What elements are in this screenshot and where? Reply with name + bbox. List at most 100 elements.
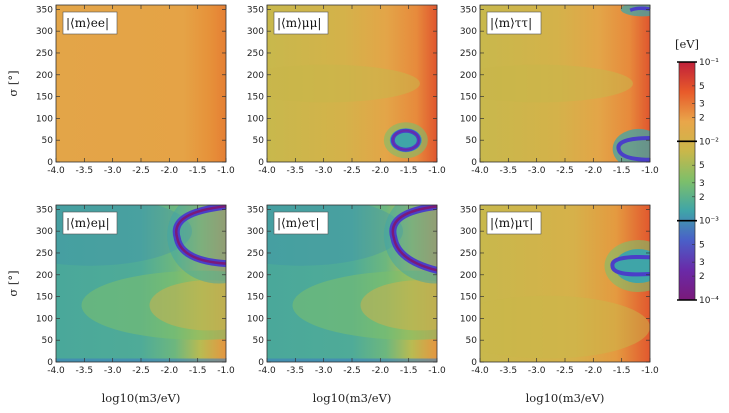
y-tick-label: 300	[247, 227, 264, 237]
x-tick-label: -3.5	[500, 166, 518, 176]
x-tick-label: -4.0	[258, 366, 276, 376]
panel-label-box	[486, 11, 542, 35]
x-tick-label: -2.0	[585, 166, 603, 176]
panel-label-box	[486, 211, 542, 235]
x-tick-label: -3.0	[528, 366, 546, 376]
y-tick-label: 350	[247, 5, 264, 15]
panel-5: -4.0 -3.5 -3.0 -2.5 -2.0 -1.5 -1.0 0 50 100 150 200…	[247, 204, 446, 376]
x-tick-label: -4.0	[258, 166, 276, 176]
y-tick-label: 100	[247, 314, 264, 324]
minimum-contour	[610, 254, 650, 277]
x-tick-label: -2.5	[343, 166, 361, 176]
y-tick-label: 150	[247, 293, 264, 303]
y-tick-label: 350	[460, 5, 477, 15]
y-tick-label: 200	[460, 271, 477, 281]
x-tick-label: -1.0	[217, 166, 235, 176]
x-tick-label: -1.0	[428, 366, 446, 376]
colorbar-minor-tick: 2	[699, 113, 705, 123]
panel-label-box	[273, 11, 329, 35]
panel-2: -4.0 -3.5 -3.0 -2.5 -2.0 -1.5 -1.0 0 50 100 150 200…	[247, 4, 446, 176]
y-tick-label: 50	[42, 136, 54, 146]
x-tick-label: -1.5	[189, 166, 207, 176]
y-tick-label: 50	[42, 336, 54, 346]
x-tick-label: -1.0	[641, 166, 659, 176]
y-tick-label: 150	[36, 93, 53, 103]
y-tick-label: 100	[36, 114, 53, 124]
y-tick-label: 100	[36, 314, 53, 324]
colorbar-minor-tick: 3	[699, 179, 705, 189]
panel-label-box	[62, 211, 118, 235]
x-tick-label: -2.0	[372, 366, 390, 376]
y-tick-label: 200	[36, 271, 53, 281]
x-axis-label: log10(m3/eV)	[102, 391, 181, 405]
x-tick-label: -1.5	[613, 366, 631, 376]
colorbar: [eV]10⁻¹ 10⁻² 10⁻³ 10⁻⁴ 5 3 2 5 3 2 5 3 2	[675, 37, 719, 306]
y-tick-label: 200	[247, 271, 264, 281]
colorbar-major-tick: 10⁻²	[699, 137, 719, 147]
y-tick-label: 0	[258, 158, 264, 168]
y-tick-label: 100	[460, 314, 477, 324]
y-tick-label: 300	[36, 227, 53, 237]
x-axis-label: log10(m3/eV)	[313, 391, 392, 405]
x-tick-label: -2.0	[161, 366, 179, 376]
x-tick-label: -4.0	[471, 166, 489, 176]
panel-label-box	[273, 211, 329, 235]
x-tick-label: -3.5	[76, 366, 94, 376]
panels-group: -4.0 -3.5 -3.0 -2.5 -2.0 -1.5 -1.0 0 50 100 150 200…	[6, 4, 659, 405]
x-tick-label: -2.5	[556, 366, 574, 376]
colorbar-minor-tick: 5	[699, 161, 705, 171]
y-tick-label: 100	[460, 114, 477, 124]
panel-6: -4.0 -3.5 -3.0 -2.5 -2.0 -1.5 -1.0 0 50 100 150 200…	[460, 204, 659, 376]
y-tick-label: 250	[247, 49, 264, 59]
x-tick-label: -1.5	[613, 166, 631, 176]
colorbar-minor-tick: 5	[699, 241, 705, 251]
y-tick-label: 100	[247, 114, 264, 124]
panel-label: |⟨m⟩eμ|	[66, 216, 110, 230]
y-tick-label: 350	[36, 5, 53, 15]
x-axis-label: log10(m3/eV)	[526, 391, 605, 405]
colorbar-minor-tick: 3	[699, 258, 705, 268]
x-tick-label: -2.0	[585, 366, 603, 376]
y-tick-label: 300	[247, 27, 264, 37]
y-tick-label: 350	[36, 205, 53, 215]
x-tick-label: -4.0	[47, 366, 65, 376]
y-tick-label: 250	[460, 249, 477, 259]
y-tick-label: 150	[460, 293, 477, 303]
y-tick-label: 300	[36, 27, 53, 37]
y-tick-label: 150	[247, 93, 264, 103]
panel-label: |⟨m⟩eτ|	[277, 216, 320, 230]
y-tick-label: 350	[247, 205, 264, 215]
y-tick-label: 50	[253, 336, 265, 346]
x-tick-label: -4.0	[47, 166, 65, 176]
y-tick-label: 200	[36, 71, 53, 81]
x-tick-label: -2.0	[161, 166, 179, 176]
x-tick-label: -1.0	[217, 366, 235, 376]
x-tick-label: -3.5	[287, 166, 305, 176]
colorbar-label: [eV]	[675, 37, 699, 51]
y-tick-label: 200	[247, 71, 264, 81]
x-tick-label: -3.5	[287, 366, 305, 376]
x-tick-label: -1.5	[189, 366, 207, 376]
x-tick-label: -2.0	[372, 166, 390, 176]
y-tick-label: 300	[460, 227, 477, 237]
y-tick-label: 0	[47, 158, 53, 168]
x-tick-label: -2.5	[132, 166, 150, 176]
x-tick-label: -4.0	[471, 366, 489, 376]
y-tick-label: 250	[460, 49, 477, 59]
y-tick-label: 250	[36, 49, 53, 59]
y-tick-label: 50	[466, 336, 478, 346]
x-tick-label: -3.0	[315, 366, 333, 376]
x-tick-label: -3.0	[315, 166, 333, 176]
y-tick-label: 0	[471, 158, 477, 168]
x-tick-label: -2.5	[556, 166, 574, 176]
x-tick-label: -2.5	[343, 366, 361, 376]
x-tick-label: -1.5	[400, 166, 418, 176]
colorbar-major-tick: 10⁻¹	[699, 58, 719, 68]
x-tick-label: -1.0	[428, 166, 446, 176]
y-tick-label: 150	[460, 93, 477, 103]
x-tick-label: -3.0	[528, 166, 546, 176]
y-tick-label: 300	[460, 27, 477, 37]
x-tick-label: -3.5	[76, 166, 94, 176]
panel-label-box	[62, 11, 118, 35]
